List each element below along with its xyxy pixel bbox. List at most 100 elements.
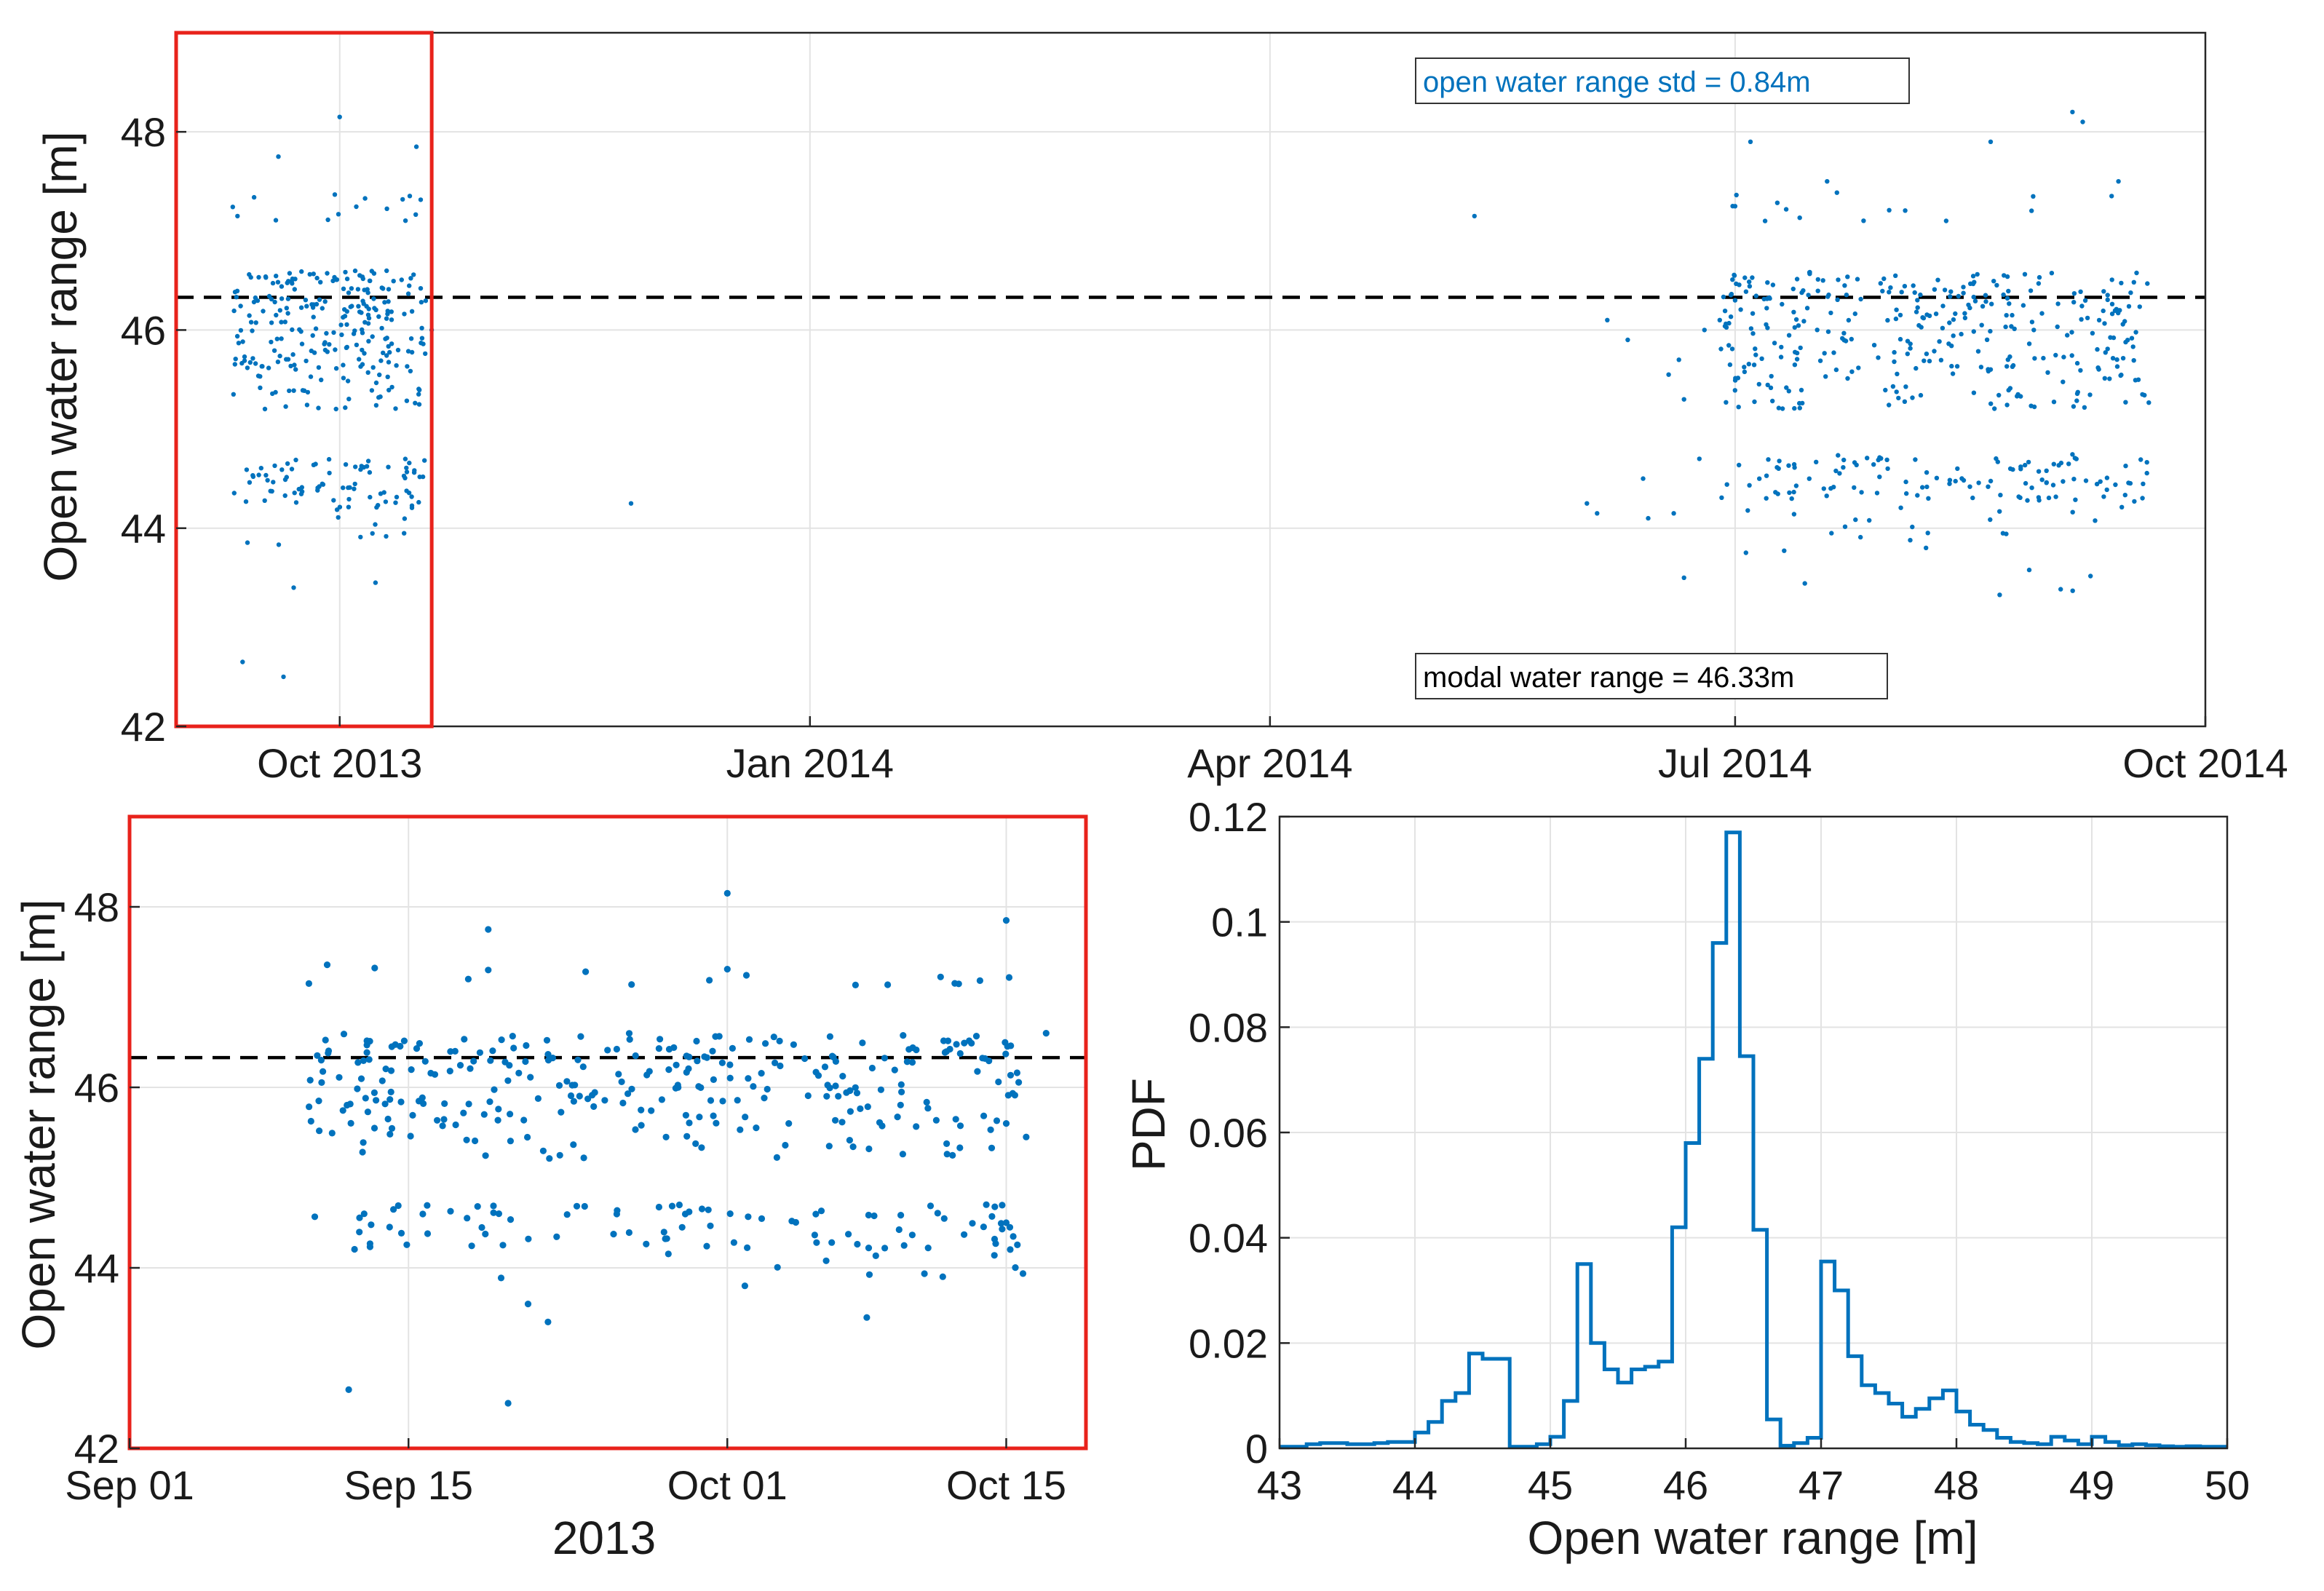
data-point <box>269 320 274 325</box>
x-tick-label: Oct 15 <box>946 1462 1066 1508</box>
data-point <box>418 197 424 202</box>
data-point <box>1764 306 1769 311</box>
data-point <box>670 1044 678 1051</box>
data-point <box>272 463 277 469</box>
data-point <box>881 1055 888 1062</box>
data-point <box>1921 315 1927 321</box>
data-point <box>2037 274 2042 280</box>
data-point <box>292 491 297 496</box>
data-point <box>1983 293 1988 298</box>
data-point <box>333 366 339 371</box>
data-point <box>576 1092 583 1100</box>
data-point <box>696 1114 703 1121</box>
data-point <box>1913 309 1919 314</box>
data-point <box>2093 518 2098 523</box>
data-point <box>349 286 354 291</box>
data-point <box>1948 289 1954 294</box>
data-point <box>1820 278 1825 283</box>
data-point <box>489 1047 496 1055</box>
data-point <box>299 341 305 346</box>
data-point <box>908 1231 916 1239</box>
data-point <box>298 491 304 496</box>
data-point <box>1759 356 1764 361</box>
data-point <box>672 1084 680 1092</box>
data-point <box>279 296 285 301</box>
data-point <box>1874 491 1880 496</box>
data-point <box>333 347 338 352</box>
data-point <box>2044 468 2049 473</box>
data-point <box>1792 465 1797 470</box>
data-point <box>2080 119 2085 124</box>
data-point <box>1013 1069 1020 1076</box>
data-point <box>1807 476 1812 481</box>
data-point <box>1991 279 1996 284</box>
data-point <box>999 1226 1006 1233</box>
data-point <box>693 1037 700 1045</box>
data-point <box>924 1245 932 1252</box>
data-point <box>292 362 297 368</box>
data-point <box>1922 358 1927 363</box>
data-point <box>1925 531 1930 536</box>
data-point <box>419 1094 426 1101</box>
data-point <box>420 1100 427 1107</box>
data-point <box>370 365 376 370</box>
data-point <box>1014 1241 1021 1248</box>
data-point <box>1727 362 1733 368</box>
data-point <box>408 276 413 281</box>
data-point <box>318 1079 325 1086</box>
data-point <box>2144 470 2149 476</box>
data-point <box>384 533 389 539</box>
data-point <box>408 368 413 374</box>
data-point <box>823 1092 830 1100</box>
data-point <box>1743 289 1749 294</box>
data-point <box>1893 273 1898 278</box>
data-point <box>782 1141 789 1149</box>
data-point <box>460 1109 467 1116</box>
data-point <box>412 468 417 473</box>
data-point <box>2061 479 2066 484</box>
data-point <box>2010 467 2015 472</box>
data-point <box>293 277 298 282</box>
data-point <box>951 980 959 987</box>
data-point <box>386 387 392 393</box>
data-point <box>369 388 375 393</box>
data-point <box>744 1244 751 1251</box>
data-point <box>1817 358 1823 363</box>
data-point <box>1988 478 1994 484</box>
data-point <box>1951 317 1956 322</box>
data-point <box>416 499 421 505</box>
data-point <box>1764 496 1769 501</box>
data-point <box>1998 493 2003 498</box>
data-point <box>336 212 341 217</box>
data-point <box>310 305 316 310</box>
data-point <box>285 461 290 467</box>
data-point <box>1852 311 1857 317</box>
data-point <box>402 312 407 317</box>
data-point <box>261 309 266 314</box>
data-point <box>232 362 237 367</box>
data-point <box>392 1041 399 1048</box>
data-point <box>675 1201 683 1209</box>
data-point <box>378 1077 386 1084</box>
data-point <box>1915 298 1920 303</box>
data-point <box>361 301 366 306</box>
data-point <box>1806 293 1811 298</box>
x-tick-label: 44 <box>1392 1462 1437 1508</box>
data-point <box>923 1098 930 1106</box>
data-point <box>865 1271 873 1278</box>
data-point <box>568 1082 576 1089</box>
data-point <box>2116 179 2121 184</box>
data-point <box>660 1229 667 1236</box>
data-point <box>242 358 247 363</box>
y-tick-label: 0.1 <box>1211 900 1268 945</box>
data-point <box>2130 344 2135 349</box>
data-point <box>2144 460 2149 465</box>
data-point <box>362 1095 369 1102</box>
data-point <box>282 320 287 325</box>
data-point <box>240 659 245 664</box>
data-point <box>306 1076 314 1084</box>
data-point <box>305 980 312 987</box>
data-point <box>1881 276 1887 282</box>
data-point <box>1940 303 1946 309</box>
data-point <box>381 1100 389 1108</box>
